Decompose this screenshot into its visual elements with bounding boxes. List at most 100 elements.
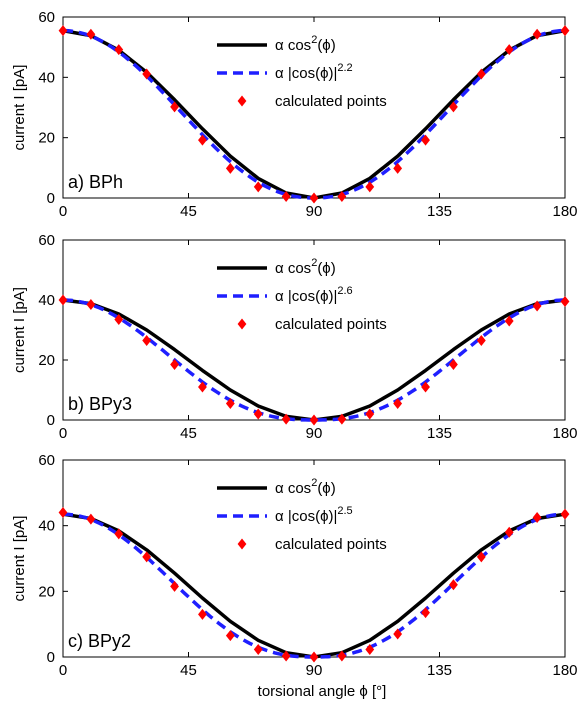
data-point — [58, 25, 68, 37]
data-point — [504, 44, 514, 56]
legend-text-main: calculated points — [275, 93, 387, 110]
legend-marker — [237, 538, 247, 550]
data-point — [337, 413, 347, 425]
legend-entry-text: α |cos(ϕ)|2.5 — [275, 505, 353, 525]
data-point — [170, 580, 179, 592]
data-point — [198, 381, 207, 393]
data-point — [198, 134, 207, 146]
legend-superscript: 2 — [311, 34, 317, 46]
legend: α cos2(ϕ) α |cos(ϕ)|2.2 calculated points — [217, 34, 387, 110]
legend: α cos2(ϕ) α |cos(ϕ)|2.5 calculated points — [217, 477, 387, 553]
x-tick-label: 180 — [552, 203, 577, 220]
y-tick-label: 0 — [47, 649, 55, 666]
data-point — [504, 526, 514, 538]
data-point — [421, 381, 430, 393]
x-tick-label: 0 — [59, 662, 67, 679]
legend-entry-text: calculated points — [275, 536, 387, 553]
legend-superscript: 2 — [311, 477, 317, 489]
data-point — [393, 628, 403, 640]
legend-text-main: α cos — [275, 37, 311, 54]
data-point — [58, 507, 68, 519]
panel-3: 0 45 90 135 180 0 20 40 60 current I [pA] c) BPy2 α… — [11, 452, 578, 679]
data-point — [198, 608, 207, 620]
data-point — [142, 551, 152, 563]
legend-entry-text: α cos2(ϕ) — [275, 477, 336, 497]
data-point — [532, 28, 542, 40]
data-point — [532, 300, 542, 312]
legend-text-suffix: (ϕ) — [317, 37, 335, 54]
x-tick-label: 135 — [427, 203, 452, 220]
data-point — [225, 162, 235, 174]
data-point — [225, 398, 235, 409]
x-tick-label: 0 — [59, 203, 67, 220]
data-point — [309, 414, 319, 426]
x-tick-label: 135 — [427, 662, 452, 679]
legend-entry-text: α cos2(ϕ) — [275, 257, 336, 277]
legend-marker — [237, 95, 247, 107]
data-point — [114, 44, 124, 56]
data-point — [393, 398, 403, 409]
legend-text-main: calculated points — [275, 536, 387, 553]
y-tick-label: 20 — [38, 583, 55, 600]
x-tick-label: 90 — [306, 662, 323, 679]
data-point — [253, 181, 263, 193]
data-point — [142, 68, 152, 80]
data-point — [225, 630, 235, 642]
legend-marker — [237, 318, 247, 330]
x-tick-label: 180 — [552, 662, 577, 679]
data-point — [337, 650, 347, 662]
legend-entry-text: α |cos(ϕ)|2.2 — [275, 62, 353, 82]
x-tick-label: 90 — [306, 203, 323, 220]
legend-text-main: α cos — [275, 260, 311, 277]
panel-2: 0 45 90 135 180 0 20 40 60 current I [pA] b) BPy3 α… — [11, 232, 578, 442]
y-axis-label: current I [pA] — [11, 287, 28, 373]
data-point — [560, 508, 570, 520]
data-point — [170, 359, 179, 370]
legend-text-suffix: (ϕ) — [317, 260, 335, 277]
legend-text-main: α |cos(ϕ)| — [275, 65, 337, 82]
data-point — [476, 68, 486, 80]
panel-label: a) BPh — [68, 172, 123, 192]
data-point — [253, 408, 263, 420]
data-point — [476, 551, 486, 563]
data-point — [114, 314, 124, 325]
legend-text-suffix: (ϕ) — [317, 480, 335, 497]
data-point — [309, 192, 319, 204]
data-point — [365, 408, 375, 420]
y-tick-label: 60 — [38, 452, 55, 469]
data-point — [253, 643, 263, 655]
data-point — [421, 607, 430, 619]
x-tick-label: 45 — [180, 662, 197, 679]
data-point — [86, 513, 96, 525]
data-point — [86, 28, 96, 40]
legend-text-main: α cos — [275, 480, 311, 497]
data-point — [476, 335, 486, 346]
panel-label: b) BPy3 — [68, 394, 132, 414]
legend-superscript: 2.6 — [337, 285, 352, 297]
y-tick-label: 20 — [38, 352, 55, 369]
data-point — [560, 25, 570, 37]
data-point — [421, 134, 430, 146]
data-point — [365, 181, 375, 193]
x-tick-label: 0 — [59, 425, 67, 442]
legend-superscript: 2.5 — [337, 505, 352, 517]
y-tick-label: 0 — [47, 190, 55, 207]
data-point — [560, 296, 570, 307]
data-point — [504, 315, 514, 327]
y-tick-label: 60 — [38, 232, 55, 249]
y-tick-label: 60 — [38, 9, 55, 26]
data-point — [281, 190, 291, 202]
series-power-line — [63, 28, 565, 200]
data-point — [281, 650, 291, 662]
x-tick-label: 45 — [180, 203, 197, 220]
panel-label: c) BPy2 — [68, 631, 131, 651]
y-tick-label: 0 — [47, 412, 55, 429]
data-point — [309, 651, 319, 663]
y-axis-label: current I [pA] — [11, 65, 28, 151]
series-cos2-line — [62, 28, 566, 200]
x-tick-label: 90 — [306, 425, 323, 442]
data-point — [114, 528, 124, 540]
data-point — [393, 162, 403, 174]
legend-superscript: 2.2 — [337, 62, 352, 74]
